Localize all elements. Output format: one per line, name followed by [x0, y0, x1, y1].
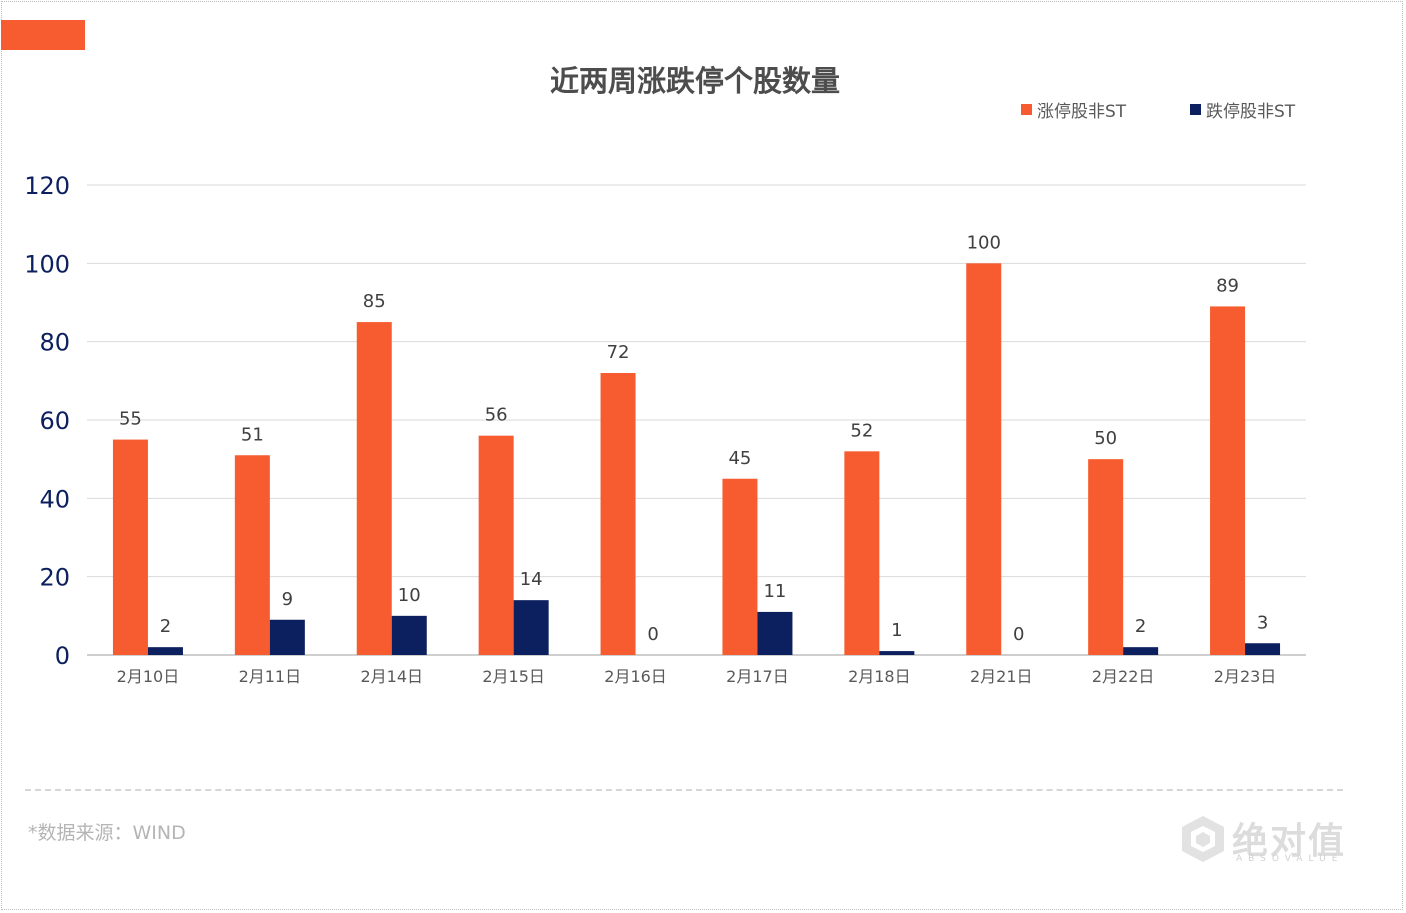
logo-cube-icon: [1182, 816, 1224, 862]
bar-limit-down: [513, 600, 549, 655]
bar-limit-up: [1210, 306, 1246, 655]
data-label-limit-up: 45: [728, 448, 751, 469]
bar-limit-up: [600, 373, 636, 655]
bar-limit-up: [112, 439, 148, 655]
data-label-limit-up: 51: [241, 424, 264, 445]
data-label-limit-up: 85: [363, 291, 386, 312]
x-tick-label: 2月18日: [848, 667, 911, 686]
x-tick-label: 2月11日: [239, 667, 302, 686]
bar-limit-down: [1123, 647, 1159, 655]
x-tick-label: 2月16日: [604, 667, 667, 686]
x-tick-label: 2月10日: [117, 667, 180, 686]
chart-title: 近两周涨跌停个股数量: [549, 64, 840, 98]
data-label-limit-up: 50: [1094, 428, 1117, 449]
data-labels: 55 2 51 9 85 10 56 14 72 0 45 11 52 1 100 0 50 2 89 3: [119, 232, 1268, 645]
bar-limit-up: [478, 435, 514, 655]
footer-divider: [25, 789, 1343, 791]
legend-swatch-limit-up: [1021, 104, 1032, 115]
bar-limit-down: [269, 619, 305, 655]
y-tick-label: 80: [39, 329, 70, 357]
data-label-limit-down: 1: [891, 620, 902, 641]
data-label-limit-up: 89: [1216, 275, 1239, 296]
bar-limit-down: [879, 651, 915, 655]
y-tick-label: 40: [39, 485, 70, 513]
logo-text: 绝对值: [1232, 821, 1347, 862]
bar-limit-up: [1088, 459, 1124, 655]
x-tick-label: 2月14日: [360, 667, 423, 686]
bar-limit-up: [844, 451, 880, 655]
data-label-limit-down: 11: [763, 581, 786, 602]
data-label-limit-down: 3: [1257, 612, 1268, 633]
x-tick-label: 2月17日: [726, 667, 789, 686]
data-label-limit-down: 0: [1013, 624, 1024, 645]
y-tick-label: 20: [39, 564, 70, 592]
logo-subtext: ABSOVALUE: [1236, 854, 1344, 864]
data-label-limit-up: 55: [119, 409, 142, 430]
legend-item-limit-up: 涨停股非ST: [1021, 97, 1126, 122]
bar-limit-down: [1245, 643, 1281, 655]
accent-bar: [1, 20, 85, 50]
legend-item-limit-down: 跌停股非ST: [1190, 97, 1295, 122]
data-label-limit-down: 9: [282, 589, 293, 610]
x-tick-label: 2月21日: [970, 667, 1033, 686]
x-tick-label: 2月22日: [1092, 667, 1155, 686]
bar-limit-up: [722, 478, 758, 655]
y-tick-label: 0: [55, 642, 70, 670]
bar-limit-up: [356, 322, 392, 655]
data-label-limit-down: 2: [1135, 616, 1146, 637]
x-axis: 2月10日 2月11日 2月14日 2月15日 2月16日 2月17日 2月18日 2月21日…: [117, 667, 1277, 686]
brand-logo: 绝对值 ABSOVALUE: [1180, 812, 1360, 868]
x-tick-label: 2月23日: [1214, 667, 1277, 686]
data-label-limit-down: 0: [647, 624, 658, 645]
bar-limit-down: [757, 611, 793, 655]
y-tick-label: 100: [24, 250, 70, 278]
chart-bars: [112, 263, 1281, 655]
data-label-limit-up: 72: [607, 342, 630, 363]
bar-limit-up: [234, 455, 270, 655]
data-source-note: *数据来源：WIND: [28, 822, 186, 844]
legend-swatch-limit-down: [1190, 104, 1201, 115]
legend-label-limit-up: 涨停股非ST: [1037, 102, 1127, 122]
data-label-limit-down: 2: [160, 616, 171, 637]
data-label-limit-up: 100: [967, 232, 1001, 253]
bar-limit-up: [966, 263, 1002, 655]
data-label-limit-up: 56: [485, 405, 508, 426]
legend-label-limit-down: 跌停股非ST: [1206, 102, 1296, 122]
bar-limit-down: [391, 615, 427, 655]
data-label-limit-up: 52: [850, 420, 873, 441]
bar-limit-down: [147, 647, 183, 655]
x-tick-label: 2月15日: [482, 667, 545, 686]
data-label-limit-down: 14: [520, 569, 543, 590]
y-axis: 0 20 40 60 80 100 120: [24, 172, 70, 670]
y-tick-label: 60: [39, 407, 70, 435]
data-label-limit-down: 10: [398, 585, 421, 606]
y-tick-label: 120: [24, 172, 70, 200]
